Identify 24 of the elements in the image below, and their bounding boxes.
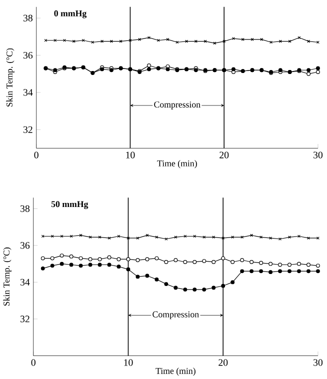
annotation: Compression	[152, 311, 199, 320]
annotation: Compression	[154, 102, 200, 110]
chart-title: 0 mmHg	[54, 10, 87, 18]
y-tick-label: 32	[20, 316, 30, 322]
x-tick-label: 30	[314, 359, 323, 366]
chart-title: 50 mmHg	[52, 201, 88, 209]
y-tick-label: 32	[24, 126, 32, 133]
x-tick-label: 10	[126, 152, 135, 158]
x-tick-label: 0	[34, 152, 38, 158]
x-tick-label: 10	[124, 359, 133, 366]
y-axis-title: Skin Temp. (°C)	[6, 48, 14, 106]
x-tick-label: 30	[314, 152, 323, 158]
y-axis-title: Skin Temp. (°C)	[3, 248, 12, 306]
y-tick-label: 34	[24, 89, 33, 96]
y-tick-label: 34	[20, 278, 30, 286]
x-tick-label: 20	[220, 152, 229, 158]
x-axis-title: Time (min)	[157, 160, 197, 168]
y-tick-label: 38	[24, 14, 33, 22]
x-axis-title: Time (min)	[156, 368, 196, 376]
y-tick-label: 36	[24, 52, 33, 59]
x-tick-label: 0	[31, 359, 36, 366]
x-tick-label: 20	[218, 359, 228, 366]
y-tick-label: 36	[20, 242, 30, 249]
y-tick-label: 38	[20, 205, 30, 212]
